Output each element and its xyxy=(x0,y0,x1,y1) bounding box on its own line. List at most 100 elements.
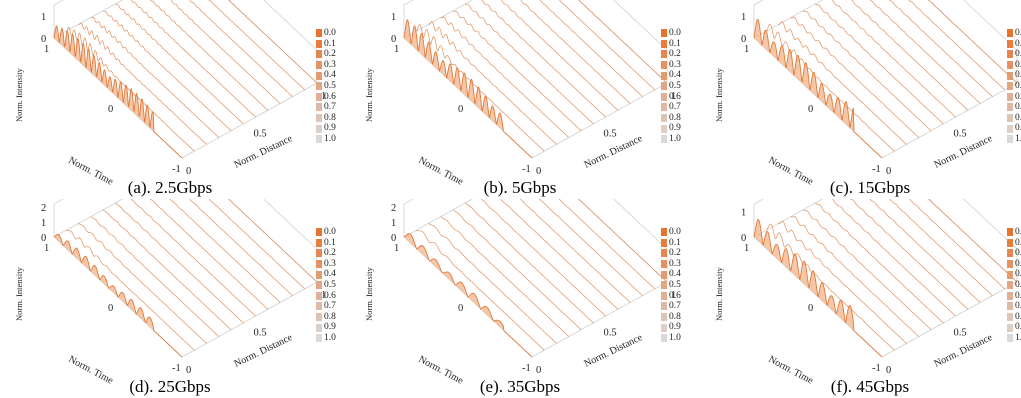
legend-item: 0.2 xyxy=(316,49,336,60)
legend-label: 0.0 xyxy=(669,227,681,237)
trace-line xyxy=(520,0,631,104)
z-axis-title: Norm. Intensity xyxy=(14,67,24,122)
trace-line xyxy=(815,202,944,324)
trace-line xyxy=(403,233,533,358)
legend-label: 0.7 xyxy=(669,102,681,113)
legend-label: 0.7 xyxy=(324,301,336,312)
legend-swatch xyxy=(316,281,322,290)
legend-swatch xyxy=(316,124,322,133)
x-tick-label: -1 xyxy=(872,164,881,175)
trace-line xyxy=(802,209,932,330)
legend-item: 0.6 xyxy=(661,92,681,103)
trace-line xyxy=(501,0,619,111)
legend-label: 0.2 xyxy=(324,248,336,259)
z-tick-label: 1 xyxy=(391,218,396,229)
trace-line xyxy=(170,0,281,104)
legend-item: 0.1 xyxy=(316,39,336,50)
y-tick-label: 0 xyxy=(536,365,541,376)
trace-line xyxy=(149,199,269,310)
trace-line xyxy=(558,199,655,290)
legend-swatch xyxy=(316,291,322,300)
legend-label: 0.0 xyxy=(324,28,336,38)
legend-swatch xyxy=(661,92,667,101)
trace-line xyxy=(908,0,1005,91)
legend-label: 0.4 xyxy=(669,269,681,280)
legend-label: 0.9 xyxy=(669,322,681,333)
legend-swatch xyxy=(1007,114,1013,123)
legend-label: 0.4 xyxy=(324,269,336,280)
panel-caption: (e). 35Gbps xyxy=(479,377,561,396)
legend-item: 0.4 xyxy=(316,269,336,280)
legend: 0.00.10.20.30.40.50.60.70.80.91.0 xyxy=(1007,28,1021,145)
legend-swatch xyxy=(661,302,667,311)
legend-item: 0.3 xyxy=(661,259,681,270)
legend-label: 0.7 xyxy=(1015,102,1021,113)
panel-caption: (a). 2.5Gbps xyxy=(127,178,213,197)
trace-line xyxy=(416,24,545,152)
legend-swatch xyxy=(316,270,322,279)
trace-line xyxy=(403,19,533,159)
z-axis-title: Norm. Intensity xyxy=(714,67,724,122)
trace-line xyxy=(78,22,207,145)
legend-item: 0.5 xyxy=(316,280,336,291)
z-tick-label: 2 xyxy=(391,203,396,214)
legend-item: 0.0 xyxy=(316,227,336,238)
trace-line xyxy=(90,17,220,138)
trace-line xyxy=(499,199,619,310)
y-tick-label: 0.5 xyxy=(604,328,617,339)
legend-label: 0.9 xyxy=(1015,322,1021,333)
legend-item: 0.9 xyxy=(1007,123,1021,134)
trace-line xyxy=(778,221,907,344)
legend-label: 0.8 xyxy=(669,112,681,123)
legend-label: 0.4 xyxy=(669,70,681,81)
legend-label: 0.5 xyxy=(669,80,681,91)
panel-caption: (b). 5Gbps xyxy=(483,178,557,197)
legend-swatch xyxy=(1007,291,1013,300)
legend-item: 0.0 xyxy=(1007,227,1021,238)
trace-line xyxy=(481,0,606,118)
legend-label: 1.0 xyxy=(1015,332,1021,343)
legend-label: 0.1 xyxy=(324,38,336,49)
legend-swatch xyxy=(1007,281,1013,290)
legend-swatch xyxy=(1007,249,1013,258)
trace-line xyxy=(66,229,195,351)
y-tick-label: 0.5 xyxy=(604,129,617,140)
legend-item: 0.0 xyxy=(316,28,336,39)
legend-swatch xyxy=(316,82,322,91)
trace-line xyxy=(428,21,557,145)
trace-line xyxy=(78,223,207,344)
y-tick-label: 1 xyxy=(321,91,326,102)
legend-swatch xyxy=(661,228,667,237)
axis-line xyxy=(181,281,318,358)
legend-item: 0.1 xyxy=(316,238,336,249)
legend-label: 1.0 xyxy=(669,133,681,144)
legend-label: 0.2 xyxy=(669,248,681,259)
trace-line xyxy=(832,0,956,118)
legend-label: 0.3 xyxy=(324,59,336,70)
axis-line xyxy=(613,0,668,51)
axis-line xyxy=(963,199,1018,250)
trace-line xyxy=(849,199,969,310)
trace-line xyxy=(766,24,895,152)
legend-item: 0.2 xyxy=(661,248,681,259)
legend-item: 0.3 xyxy=(661,60,681,71)
legend-label: 0.1 xyxy=(324,237,336,248)
trace-line xyxy=(102,10,232,131)
legend-swatch xyxy=(1007,50,1013,59)
trace-line xyxy=(428,223,557,344)
z-tick-label: 0 xyxy=(391,233,396,244)
legend-item: 0.5 xyxy=(661,280,681,291)
y-tick-label: 0 xyxy=(186,365,191,376)
legend-swatch xyxy=(1007,124,1013,133)
legend-swatch xyxy=(661,61,667,70)
axis-line xyxy=(881,281,1018,358)
trace-line xyxy=(189,199,293,296)
y-tick-label: 0.5 xyxy=(254,129,267,140)
legend-swatch xyxy=(1007,228,1013,237)
legend-item: 0.5 xyxy=(661,81,681,92)
x-tick-label: 1 xyxy=(394,44,399,55)
